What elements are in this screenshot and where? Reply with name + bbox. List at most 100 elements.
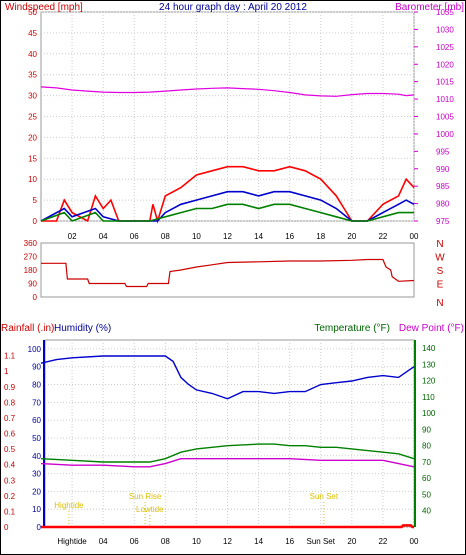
rain-y-tick: 0.8 [4, 398, 16, 407]
weather-plot-area [44, 339, 415, 528]
baro-y-tick: 1020 [436, 60, 454, 69]
wind-x-tick: 18 [316, 232, 325, 241]
rain-y-tick: 0.3 [4, 476, 16, 485]
wind-y-tick: 5 [33, 196, 38, 205]
baro-y-tick: 1030 [436, 25, 454, 34]
temp-y-tick: 80 [422, 442, 431, 451]
compass-label: W [435, 253, 445, 264]
compass-label: N [436, 298, 443, 309]
wind-x-tick: 00 [410, 232, 419, 241]
wind-x-tick: 10 [192, 232, 201, 241]
humidity-y-tick: 100 [28, 345, 42, 354]
dewpoint-axis-label: Dew Point (°F) [399, 323, 464, 334]
weather-x-tick: 08 [161, 537, 170, 546]
baro-y-tick: 990 [436, 165, 450, 174]
wind-y-tick: 25 [28, 113, 37, 122]
wind-y-tick: 40 [28, 50, 37, 59]
compass-label: S [437, 266, 444, 277]
wind-y-tick: 0 [33, 217, 38, 226]
temp-y-tick: 40 [422, 507, 431, 516]
event-annotation: Sun Rise [129, 492, 162, 501]
temp-y-tick: 120 [422, 377, 436, 386]
dir-y-tick: 180 [24, 266, 38, 275]
wind-x-tick: 14 [254, 232, 263, 241]
barometer-line [40, 86, 415, 97]
chart-title: 24 hour graph day : April 20 2012 [159, 2, 307, 13]
baro-y-tick: 1000 [436, 130, 454, 139]
wind-axis-label: Windspeed [mph] [5, 2, 83, 13]
event-annotation: Hightide [54, 501, 84, 510]
weather-x-tick: 00 [410, 537, 419, 546]
humidity-axis-label: Humidity (%) [54, 323, 111, 334]
baro-y-tick: 1005 [436, 113, 454, 122]
humidity-y-tick: 70 [32, 398, 41, 407]
baro-y-tick: 980 [436, 200, 450, 209]
weather-x-tick: 12 [223, 537, 232, 546]
weather-x-tick: 20 [347, 537, 356, 546]
weather-x-tick: 04 [99, 537, 108, 546]
wind-x-tick: 22 [378, 232, 387, 241]
humidity-y-tick: 60 [32, 416, 41, 425]
compass-label: E [437, 280, 444, 291]
wind-y-tick: 30 [28, 92, 37, 101]
baro-y-tick: 1015 [436, 78, 454, 87]
wind-y-tick: 20 [28, 133, 37, 142]
rain-y-tick: 0 [4, 523, 9, 532]
dir-y-tick: 90 [28, 280, 37, 289]
weather-x-tick: 22 [378, 537, 387, 546]
wind-direction-line [41, 258, 415, 288]
wind-y-tick: 15 [28, 154, 37, 163]
event-annotation: Sun Set [310, 492, 339, 501]
weather-x-tick: 14 [254, 537, 263, 546]
humidity-y-tick: 90 [32, 363, 41, 372]
wind-x-tick: 08 [161, 232, 170, 241]
wind-gust-line [41, 165, 415, 224]
dewpoint-line [40, 458, 415, 468]
temp-y-tick: 140 [422, 344, 436, 353]
rain-y-tick: 0.9 [4, 383, 16, 392]
humidity-y-tick: 0 [37, 523, 42, 532]
humidity-line [40, 355, 415, 400]
temp-y-tick: 100 [422, 409, 436, 418]
rain-y-tick: 0.6 [4, 430, 16, 439]
rain-y-tick: 0.2 [4, 492, 16, 501]
rain-y-tick: 1.1 [4, 352, 16, 361]
rain-y-tick: 0.7 [4, 414, 16, 423]
temperature-line [40, 443, 415, 463]
dir-y-tick: 270 [24, 253, 38, 262]
humidity-y-tick: 40 [32, 452, 41, 461]
weather-x-tick: Sun Set [307, 537, 336, 546]
rainfall-line [41, 524, 414, 529]
humidity-y-tick: 10 [32, 505, 41, 514]
compass-label: N [436, 239, 443, 250]
temp-y-tick: 130 [422, 360, 436, 369]
humidity-y-tick: 30 [32, 470, 41, 479]
rain-axis-label: Rainfall (.in) [1, 323, 54, 334]
dir-plot-area [40, 242, 415, 298]
temp-axis-label: Temperature (°F) [314, 323, 390, 334]
baro-y-tick: 995 [436, 147, 450, 156]
rain-y-tick: 0.5 [4, 445, 16, 454]
wind-y-tick: 10 [28, 175, 37, 184]
temp-y-tick: 50 [422, 490, 431, 499]
rain-y-tick: 1 [4, 367, 9, 376]
baro-y-tick: 1035 [436, 8, 454, 17]
dir-y-tick: 0 [33, 293, 38, 302]
wind-x-tick: 16 [285, 232, 294, 241]
wind-x-tick: 20 [347, 232, 356, 241]
wind-low-line [40, 203, 414, 222]
wind-x-tick: 12 [223, 232, 232, 241]
rain-y-tick: 0.1 [4, 507, 16, 516]
rain-y-tick: 0.4 [4, 461, 16, 470]
wind-x-tick: 06 [130, 232, 139, 241]
humidity-y-tick: 20 [32, 487, 41, 496]
wind-x-tick: 04 [99, 232, 108, 241]
temp-y-tick: 70 [422, 458, 431, 467]
baro-y-tick: 1010 [436, 95, 454, 104]
weather-x-tick: 06 [130, 537, 139, 546]
weather-x-tick: Hightide [57, 537, 87, 546]
weather-x-tick: 10 [192, 537, 201, 546]
wind-y-tick: 50 [28, 8, 37, 17]
